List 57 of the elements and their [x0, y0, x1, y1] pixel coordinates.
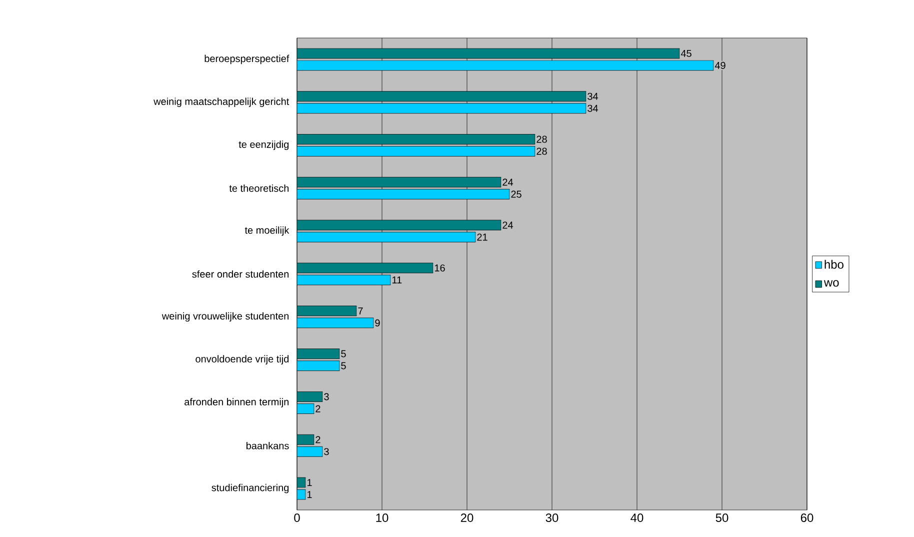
bar — [297, 348, 340, 360]
y-tick-label: sfeer onder studenten — [192, 270, 289, 278]
data-label: 45 — [680, 50, 692, 57]
bar — [297, 146, 536, 156]
data-label: 34 — [588, 104, 598, 112]
y-tick-label: te eenzijdig — [238, 140, 289, 150]
data-label: 24 — [502, 178, 514, 186]
data-label: 9 — [375, 319, 380, 326]
data-label: 5 — [341, 350, 346, 358]
data-label: 3 — [324, 448, 329, 456]
data-label: 34 — [588, 92, 598, 100]
data-label: 16 — [434, 264, 445, 272]
bar — [297, 306, 357, 316]
y-tick-label: beroepsperspectief — [204, 54, 290, 64]
x-tick-label: 10 — [376, 514, 388, 522]
x-tick-label: 60 — [800, 514, 814, 522]
bar — [297, 360, 340, 372]
y-tick-label: studiefinanciering — [212, 484, 289, 494]
bar — [297, 188, 510, 200]
bar — [297, 91, 586, 102]
data-label: 1 — [307, 479, 312, 486]
x-tick-label: 50 — [716, 514, 728, 522]
data-label: 25 — [511, 190, 522, 198]
data-label: 3 — [324, 393, 329, 400]
data-label: 28 — [536, 148, 547, 155]
bar — [297, 176, 502, 188]
bar — [297, 232, 476, 242]
x-tick-label: 30 — [546, 514, 558, 522]
bar — [297, 318, 374, 328]
bar — [297, 134, 536, 144]
data-label: 49 — [714, 62, 726, 69]
data-label: 1 — [307, 491, 312, 498]
x-tick-label: 40 — [630, 514, 644, 522]
bar — [297, 446, 323, 457]
data-label: 2 — [316, 405, 320, 412]
data-label: 2 — [316, 436, 320, 444]
bar — [297, 220, 502, 230]
data-label: 28 — [536, 136, 547, 143]
legend-label: hbo — [824, 260, 844, 269]
bar — [297, 103, 586, 114]
data-label: 5 — [341, 362, 346, 370]
bar — [297, 392, 323, 402]
y-tick-label: te moeilijk — [244, 226, 290, 236]
legend-label: wo — [824, 280, 839, 287]
y-tick-label: te theoretisch — [229, 184, 289, 192]
data-label: 11 — [392, 276, 402, 284]
y-tick-label: baankans — [246, 442, 289, 450]
x-tick-label: 0 — [294, 514, 300, 522]
y-tick-label: onvoldoende vrije tijd — [196, 355, 289, 364]
data-label: 21 — [477, 234, 488, 241]
y-tick-label: weinig maatschappelijk gericht — [154, 98, 290, 108]
bar — [297, 48, 680, 59]
y-tick-label: afronden binnen termijn — [184, 398, 289, 408]
x-tick-label: 20 — [460, 514, 474, 522]
data-label: 7 — [358, 307, 363, 314]
data-label: 24 — [502, 222, 514, 229]
y-tick-label: weinig vrouwelijke studenten — [162, 312, 289, 322]
